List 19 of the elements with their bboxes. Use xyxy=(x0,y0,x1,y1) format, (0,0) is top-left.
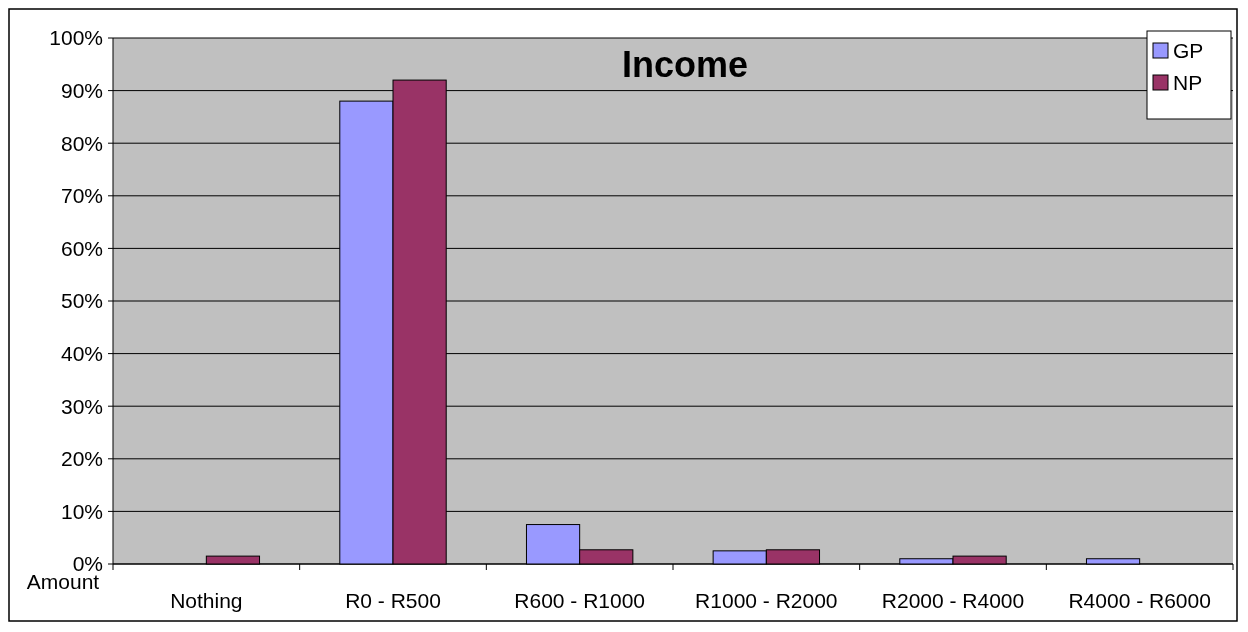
y-tick-label: 70% xyxy=(60,184,103,208)
y-tick-label: 50% xyxy=(60,289,103,313)
legend-label: NP xyxy=(1173,71,1203,95)
y-tick-label: 40% xyxy=(60,341,103,365)
x-tick-label: Nothing xyxy=(170,589,243,612)
y-tick-label: 90% xyxy=(60,78,103,102)
y-tick-label: 80% xyxy=(60,131,103,155)
y-tick-label: 100% xyxy=(49,26,103,50)
x-tick-label: R0 - R500 xyxy=(345,589,441,612)
chart-title: Income xyxy=(621,44,749,86)
legend-label: GP xyxy=(1173,39,1204,63)
y-tick-label: 30% xyxy=(60,394,103,418)
x-tick-label: R2000 - R4000 xyxy=(881,589,1025,612)
x-tick-label: R600 - R1000 xyxy=(514,589,646,612)
y-tick-label: 10% xyxy=(60,499,103,523)
x-tick-label: R4000 - R6000 xyxy=(1068,589,1211,612)
y-tick-label: 60% xyxy=(60,236,103,260)
y-tick-label: 20% xyxy=(60,447,103,471)
x-tick-label: R1000 - R2000 xyxy=(695,589,838,612)
